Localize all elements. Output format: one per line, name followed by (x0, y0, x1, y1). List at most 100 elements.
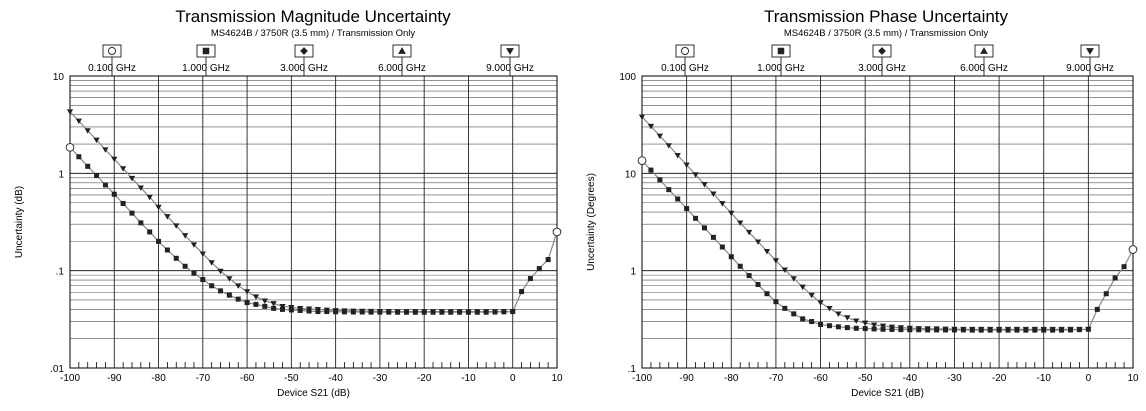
data-point (772, 258, 780, 264)
data-point (1121, 264, 1127, 270)
data-point (429, 309, 437, 315)
data-point (987, 326, 994, 333)
data-point (173, 255, 179, 261)
data-point (253, 301, 259, 307)
data-point (271, 305, 277, 311)
data-point (137, 185, 144, 191)
data-point (1103, 291, 1109, 297)
data-point (826, 323, 832, 329)
x-axis-label: Device S21 (dB) (277, 388, 350, 399)
data-point (648, 167, 654, 173)
data-point (978, 326, 985, 333)
data-point (853, 325, 859, 331)
x-tick-label: -90 (679, 373, 694, 384)
chart-2: Transmission Phase Uncertainty MS4624B / … (586, 7, 1139, 399)
data-point (799, 284, 806, 291)
data-point (500, 309, 507, 315)
data-point (870, 322, 878, 328)
legend-triangle-down-icon (506, 48, 514, 55)
y-axis-label: Uncertainty (Degrees) (586, 173, 597, 271)
data-point (719, 244, 725, 250)
data-point (809, 319, 815, 325)
data-point (252, 294, 260, 300)
data-point (217, 268, 224, 275)
data-point (719, 201, 726, 207)
data-point (835, 324, 841, 330)
data-point (323, 307, 330, 314)
y-tick-label: 10 (53, 72, 65, 83)
data-point (871, 326, 877, 332)
x-tick-label: 0 (510, 373, 516, 384)
data-point (880, 326, 886, 332)
data-point (754, 239, 762, 245)
data-point (674, 153, 681, 159)
y-tick-label: .1 (56, 267, 65, 278)
data-point (447, 309, 454, 315)
data-point (456, 309, 463, 315)
data-point (1067, 326, 1074, 333)
x-tick-label: -50 (858, 373, 873, 384)
grid (69, 57, 558, 369)
data-point (683, 162, 690, 169)
data-point (120, 200, 126, 206)
data-point (1040, 326, 1047, 333)
data-point (746, 229, 753, 236)
data-point (164, 247, 170, 253)
data-point (710, 234, 716, 240)
data-point (665, 143, 672, 149)
x-tick-label: -100 (632, 373, 652, 384)
data-point (1031, 326, 1038, 333)
data-point (888, 324, 896, 331)
legend-circle-icon (107, 46, 117, 56)
series-1ghz-line (641, 160, 1134, 331)
data-point (235, 296, 241, 302)
data-point (218, 288, 224, 294)
x-tick-label: -40 (328, 373, 343, 384)
data-point (138, 220, 144, 226)
y-tick-label: 1 (58, 169, 64, 180)
data-point (666, 187, 672, 193)
data-point (209, 283, 215, 289)
data-point (545, 257, 551, 263)
data-point (367, 308, 375, 315)
legend-circle-icon (680, 46, 690, 56)
data-point (684, 206, 690, 212)
x-tick-label: -60 (240, 373, 255, 384)
data-point (657, 177, 663, 183)
data-point (465, 309, 472, 315)
data-point (235, 283, 242, 289)
series-circle (65, 142, 562, 237)
x-tick-label: -100 (60, 373, 80, 384)
data-point (773, 299, 779, 305)
data-point (879, 323, 887, 330)
chart-subtitle: MS4624B / 3750R (3.5 mm) / Transmission … (211, 28, 416, 39)
data-point (995, 326, 1003, 333)
data-point (790, 276, 797, 282)
plot-frame (69, 75, 558, 369)
data-point (102, 182, 108, 188)
data-point (763, 248, 771, 255)
data-point (647, 123, 655, 130)
data-point (147, 229, 153, 235)
x-tick-label: 10 (551, 373, 563, 384)
data-point (93, 137, 100, 144)
data-point (191, 270, 197, 276)
x-tick-label: -80 (724, 373, 739, 384)
data-point (737, 220, 744, 226)
x-tick-label: -70 (769, 373, 784, 384)
data-point (385, 309, 392, 315)
data-point (853, 318, 860, 324)
data-point (710, 191, 717, 198)
data-point (182, 263, 188, 269)
data-point (728, 210, 735, 217)
data-point (638, 114, 646, 121)
data-point (111, 156, 118, 163)
y-axis-label: Uncertainty (dB) (14, 186, 25, 258)
data-point (279, 304, 286, 310)
data-point (915, 326, 922, 332)
data-point (421, 309, 428, 315)
series-square (76, 154, 551, 315)
chart-1: Transmission Magnitude Uncertainty MS4624… (14, 7, 563, 399)
legend-diamond-icon (300, 47, 308, 55)
data-point (701, 182, 708, 188)
